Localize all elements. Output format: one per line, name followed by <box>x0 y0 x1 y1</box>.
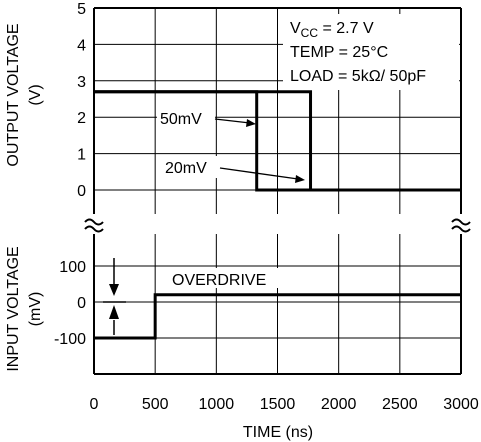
output-series-20mV <box>94 90 461 192</box>
x-tick: 0 <box>90 396 99 413</box>
overdrive-label-bg <box>168 268 290 288</box>
load-annotation: LOAD = 5kΩ/ 50pF <box>290 68 426 85</box>
series-label-50mv: 50mV <box>160 111 202 128</box>
callout-50mv-bg <box>157 107 215 129</box>
callout-20mv-bg <box>162 156 220 178</box>
x-tick: 500 <box>142 396 169 413</box>
temp-annotation: TEMP = 25°C <box>290 44 388 61</box>
y-tick-input: 100 <box>59 259 86 276</box>
y-tick-output: 4 <box>77 37 86 54</box>
input-ylabel-line1: INPUT VOLTAGE <box>5 246 22 371</box>
series-lines <box>94 90 461 340</box>
vcc-annotation: VCC = 2.7 V <box>290 20 374 40</box>
y-tick-input: 0 <box>77 295 86 312</box>
axis-break-left <box>84 218 104 233</box>
output-ylabel-line1: OUTPUT VOLTAGE <box>5 23 22 166</box>
y-tick-output: 2 <box>77 110 86 127</box>
input-ylabel-line2: (mV) <box>27 292 44 327</box>
x-tick: 3000 <box>443 396 479 413</box>
y-tick-output: 3 <box>77 74 86 91</box>
input-step-series <box>94 293 461 340</box>
output-ylabel-line2: (V) <box>27 84 44 105</box>
callout-arrow-20mv <box>219 167 305 183</box>
input-voltage-axis-label: INPUT VOLTAGE (mV) <box>5 246 44 371</box>
y-tick-input: -100 <box>54 331 86 348</box>
x-tick: 2500 <box>382 396 418 413</box>
series-label-20mv: 20mV <box>165 160 207 177</box>
x-tick: 2000 <box>321 396 357 413</box>
x-tick: 1500 <box>260 396 296 413</box>
overdrive-label: OVERDRIVE <box>172 272 266 289</box>
y-tick-output: 0 <box>77 183 86 200</box>
x-tick: 1000 <box>199 396 235 413</box>
axis-break-right <box>451 218 471 233</box>
output-voltage-axis-label: OUTPUT VOLTAGE (V) <box>5 23 44 166</box>
y-tick-output: 1 <box>77 147 86 164</box>
conditions-box <box>283 14 459 90</box>
callout-arrow-50mv <box>214 118 256 127</box>
overdrive-arrows <box>103 258 126 335</box>
x-axis-label: TIME (ns) <box>243 424 313 441</box>
y-tick-output: 5 <box>77 1 86 18</box>
